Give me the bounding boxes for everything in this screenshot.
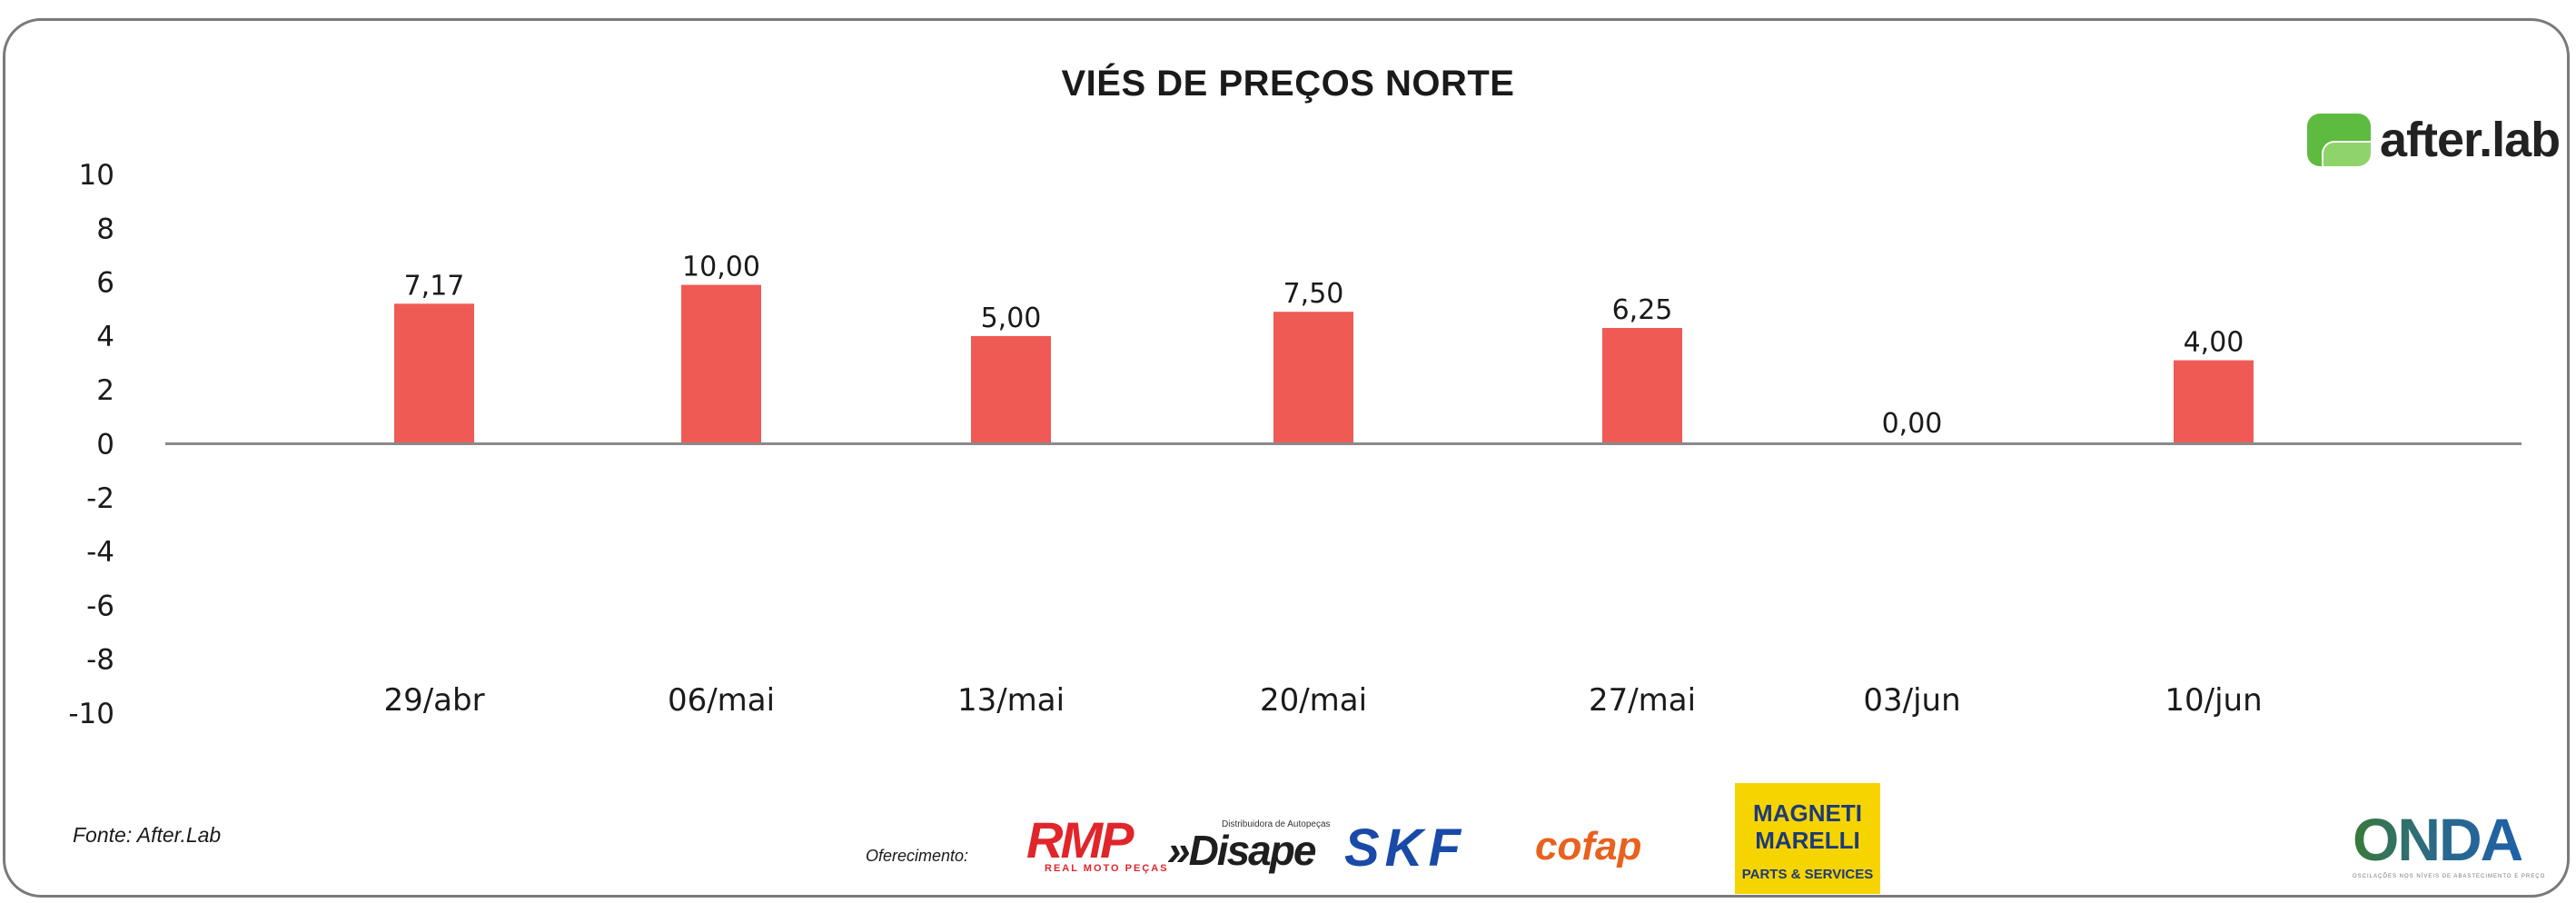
bar bbox=[1273, 312, 1353, 444]
data-label: 4,00 bbox=[2184, 327, 2244, 359]
y-tick-label: -8 bbox=[86, 644, 114, 677]
bar bbox=[971, 335, 1051, 444]
x-category-label: 27/mai bbox=[1589, 682, 1696, 719]
data-label: 0,00 bbox=[1882, 408, 1943, 440]
chart-frame bbox=[3, 18, 2570, 898]
y-tick-label: 6 bbox=[96, 267, 114, 300]
afterlab-logo-text: after.lab bbox=[2380, 113, 2561, 167]
rmp-logo-text: RMP bbox=[1026, 811, 1134, 868]
chart-title: VIÉS DE PREÇOS NORTE bbox=[1061, 64, 1515, 104]
afterlab-logo: after.lab bbox=[2307, 111, 2561, 169]
bar bbox=[394, 303, 474, 444]
disape-logo-tag: Distribuidora de Autopeças bbox=[1222, 819, 1331, 829]
y-tick-label: 0 bbox=[96, 429, 114, 461]
skf-logo: SKF bbox=[1344, 819, 1466, 878]
x-category-label: 29/abr bbox=[383, 682, 484, 719]
y-tick-label: 8 bbox=[96, 213, 114, 245]
data-label: 7,17 bbox=[404, 270, 465, 302]
rmp-logo-subtext: REAL MOTO PEÇAS bbox=[1045, 863, 1169, 874]
data-label: 10,00 bbox=[682, 252, 760, 283]
disape-logo-text: »Disape bbox=[1167, 827, 1316, 874]
x-category-label: 06/mai bbox=[668, 682, 775, 719]
onda-logo: ONDA bbox=[2353, 806, 2523, 873]
source-note: Fonte: After.Lab bbox=[73, 823, 222, 847]
disape-logo: Distribuidora de Autopeças »Disape bbox=[1167, 819, 1331, 871]
data-label: 7,50 bbox=[1283, 278, 1344, 310]
cofap-logo: cofap bbox=[1535, 824, 1642, 868]
y-tick-label: -4 bbox=[86, 536, 114, 569]
onda-logo-tag: OSCILAÇÕES NOS NÍVEIS DE ABASTECIMENTO E… bbox=[2353, 874, 2546, 879]
rmp-logo: RMP REAL MOTO PEÇAS bbox=[1026, 811, 1169, 875]
afterlab-leaf-icon bbox=[2307, 114, 2371, 166]
y-tick-label: -10 bbox=[68, 698, 114, 730]
y-tick-label: -6 bbox=[86, 590, 114, 622]
x-category-label: 10/jun bbox=[2165, 682, 2262, 719]
x-category-label: 13/mai bbox=[957, 682, 1065, 719]
y-tick-label: -2 bbox=[86, 482, 114, 515]
data-label: 6,25 bbox=[1612, 294, 1673, 326]
data-label: 5,00 bbox=[981, 303, 1042, 334]
bar bbox=[2174, 360, 2254, 444]
magneti-logo-subtext: PARTS & SERVICES bbox=[1741, 867, 1874, 882]
y-tick-label: 2 bbox=[96, 374, 114, 407]
x-category-label: 03/jun bbox=[1863, 682, 1960, 719]
magneti-marelli-logo: MAGNETI MARELLI PARTS & SERVICES bbox=[1735, 783, 1880, 894]
sponsor-label: Oferecimento: bbox=[866, 847, 969, 865]
bar bbox=[681, 284, 761, 444]
bar bbox=[1602, 328, 1682, 444]
x-category-label: 20/mai bbox=[1260, 682, 1367, 719]
magneti-logo-text: MAGNETI MARELLI bbox=[1753, 799, 1862, 854]
y-tick-label: 4 bbox=[96, 321, 114, 353]
y-tick-label: 10 bbox=[79, 159, 114, 192]
